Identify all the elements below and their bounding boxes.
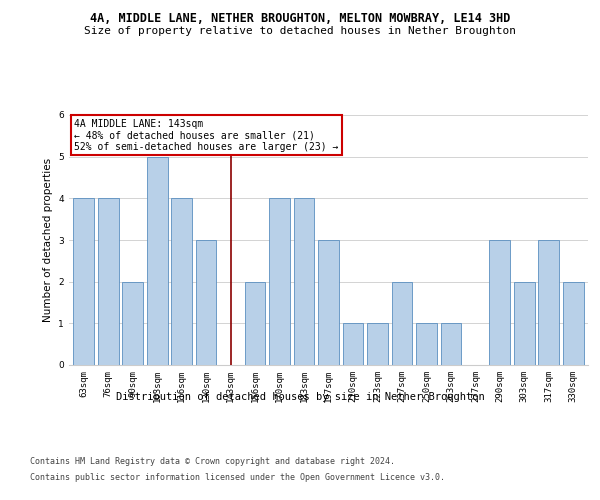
Bar <box>490 240 510 365</box>
Bar <box>293 198 314 365</box>
Bar <box>98 198 119 365</box>
Bar <box>440 324 461 365</box>
Bar <box>367 324 388 365</box>
Text: Contains HM Land Registry data © Crown copyright and database right 2024.: Contains HM Land Registry data © Crown c… <box>30 458 395 466</box>
Bar <box>343 324 364 365</box>
Bar <box>269 198 290 365</box>
Bar <box>73 198 94 365</box>
Bar <box>147 156 167 365</box>
Text: Distribution of detached houses by size in Nether Broughton: Distribution of detached houses by size … <box>116 392 484 402</box>
Text: Size of property relative to detached houses in Nether Broughton: Size of property relative to detached ho… <box>84 26 516 36</box>
Bar <box>245 282 265 365</box>
Bar <box>514 282 535 365</box>
Bar <box>318 240 339 365</box>
Bar <box>538 240 559 365</box>
Bar <box>196 240 217 365</box>
Text: Contains public sector information licensed under the Open Government Licence v3: Contains public sector information licen… <box>30 472 445 482</box>
Bar <box>122 282 143 365</box>
Text: 4A MIDDLE LANE: 143sqm
← 48% of detached houses are smaller (21)
52% of semi-det: 4A MIDDLE LANE: 143sqm ← 48% of detached… <box>74 118 338 152</box>
Bar <box>392 282 412 365</box>
Text: 4A, MIDDLE LANE, NETHER BROUGHTON, MELTON MOWBRAY, LE14 3HD: 4A, MIDDLE LANE, NETHER BROUGHTON, MELTO… <box>90 12 510 26</box>
Bar <box>416 324 437 365</box>
Bar <box>171 198 192 365</box>
Y-axis label: Number of detached properties: Number of detached properties <box>43 158 53 322</box>
Bar <box>563 282 584 365</box>
